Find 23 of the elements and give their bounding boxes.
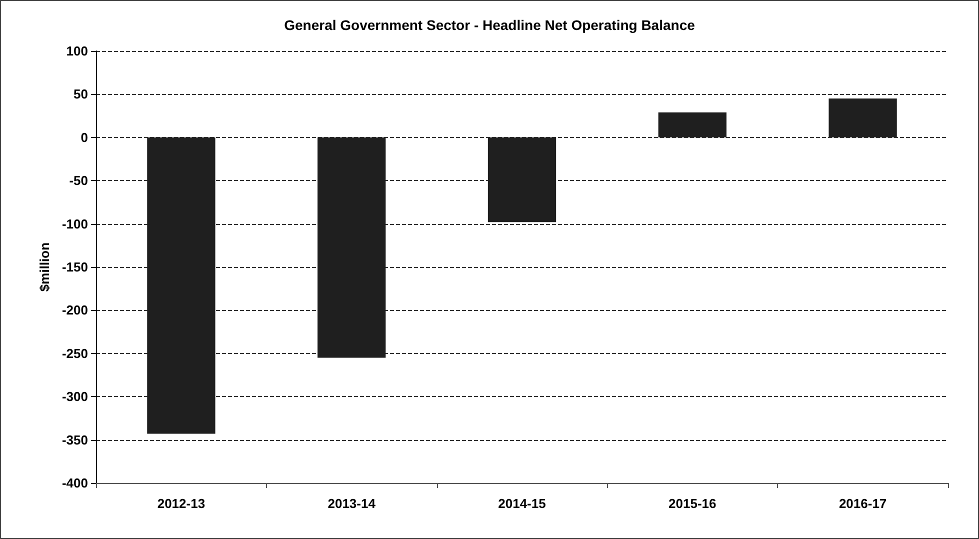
y-tick-label: -150	[62, 260, 88, 274]
bar	[318, 137, 386, 358]
x-tick-label: 2014-15	[498, 496, 546, 511]
x-tick-label: 2015-16	[668, 496, 716, 511]
y-tick-label: -300	[62, 389, 88, 404]
chart-title: General Government Sector - Headline Net Operating Balance	[284, 17, 696, 33]
y-tick-label: 100	[66, 44, 88, 58]
x-tick-label: 2012-13	[157, 496, 206, 511]
y-tick-label: 50	[74, 86, 88, 102]
bar	[147, 137, 216, 434]
bar	[828, 98, 897, 138]
x-tick-label: 2016-17	[838, 496, 887, 511]
y-tick-label: 0	[80, 130, 88, 145]
y-tick-label: -50	[69, 173, 88, 188]
y-tick-label: -400	[62, 476, 88, 490]
y-tick-label: -250	[62, 346, 88, 361]
y-tick-label: -100	[62, 216, 88, 232]
y-axis-title: $million	[37, 242, 52, 292]
bar	[488, 137, 556, 222]
x-tick-label: 2013-14	[328, 496, 376, 511]
y-tick-label: -350	[62, 432, 88, 448]
bar	[658, 112, 726, 138]
y-tick-label: -200	[62, 302, 88, 318]
